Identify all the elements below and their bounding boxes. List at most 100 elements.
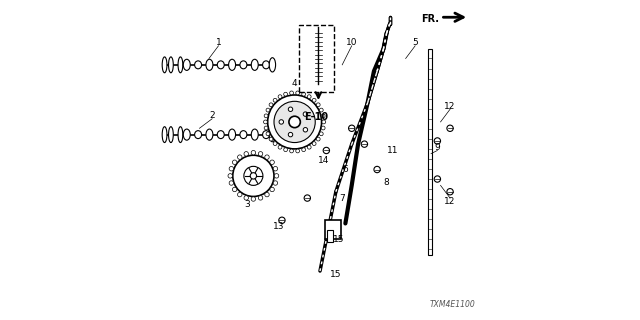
Circle shape [273,142,277,146]
Circle shape [251,197,255,201]
Ellipse shape [217,131,224,139]
Circle shape [319,108,323,112]
Text: FR.: FR. [421,14,439,24]
Circle shape [290,91,294,95]
Text: 12: 12 [444,101,456,111]
Circle shape [269,137,273,141]
Circle shape [321,126,325,130]
Circle shape [270,160,275,164]
Text: 13: 13 [273,222,285,231]
Circle shape [304,195,310,201]
Ellipse shape [168,127,173,142]
Circle shape [301,148,305,152]
Ellipse shape [183,59,190,70]
Ellipse shape [162,127,167,142]
Text: 8: 8 [384,178,390,187]
Circle shape [237,155,242,159]
Circle shape [447,188,453,195]
Circle shape [301,92,305,96]
Ellipse shape [217,61,224,69]
Text: E-10: E-10 [304,112,328,123]
Text: 2: 2 [209,111,215,120]
Bar [324,220,340,239]
Circle shape [273,166,278,171]
Ellipse shape [206,59,213,70]
Text: 12: 12 [444,197,456,206]
Circle shape [273,181,278,185]
Circle shape [434,176,440,182]
Circle shape [228,174,232,178]
Ellipse shape [252,59,258,70]
Circle shape [251,150,255,155]
Circle shape [322,120,326,124]
Ellipse shape [228,129,236,140]
Text: 10: 10 [346,38,358,47]
Circle shape [303,128,308,132]
Circle shape [374,166,380,173]
Circle shape [270,187,275,192]
Ellipse shape [252,129,258,140]
Circle shape [289,116,300,128]
Text: 14: 14 [317,156,329,164]
Circle shape [303,112,308,116]
Circle shape [321,114,325,118]
Circle shape [273,98,277,102]
Circle shape [361,141,367,147]
Ellipse shape [178,127,183,142]
Ellipse shape [269,58,276,72]
Circle shape [268,95,321,149]
Text: 3: 3 [244,200,250,209]
Circle shape [250,173,257,179]
Circle shape [233,155,274,196]
Circle shape [278,95,282,99]
Text: TXM4E1100: TXM4E1100 [429,300,476,309]
Circle shape [265,192,269,197]
Circle shape [259,152,263,156]
Circle shape [232,160,237,164]
Circle shape [349,125,355,132]
Ellipse shape [168,57,173,73]
Ellipse shape [195,61,202,69]
Circle shape [264,114,268,118]
Circle shape [266,132,270,136]
Circle shape [312,142,316,146]
Circle shape [278,145,282,149]
Text: 6: 6 [342,165,348,174]
Circle shape [296,149,300,153]
Text: 15: 15 [330,270,342,279]
Circle shape [307,95,311,99]
Circle shape [296,91,300,95]
Circle shape [316,103,320,107]
Bar [327,230,333,243]
Circle shape [264,120,268,124]
Circle shape [307,145,311,149]
Circle shape [290,149,294,153]
Circle shape [312,98,316,102]
Circle shape [237,192,242,197]
Text: 4: 4 [292,79,298,88]
Circle shape [274,101,316,142]
Ellipse shape [262,61,269,69]
Circle shape [259,196,263,200]
Circle shape [275,174,279,178]
Ellipse shape [240,131,247,139]
Circle shape [266,108,270,112]
Circle shape [319,132,323,136]
Circle shape [323,147,330,154]
Circle shape [284,148,287,152]
Circle shape [265,155,269,159]
Circle shape [288,107,292,111]
Ellipse shape [269,127,276,142]
Bar [428,49,431,255]
Circle shape [244,196,248,200]
Text: 7: 7 [339,194,345,203]
Text: 5: 5 [412,38,418,47]
Ellipse shape [195,131,202,139]
Text: 1: 1 [216,38,221,47]
Ellipse shape [262,131,269,139]
Text: 15: 15 [333,235,345,244]
Circle shape [279,217,285,223]
Circle shape [229,166,234,171]
Circle shape [447,125,453,132]
Ellipse shape [228,59,236,70]
